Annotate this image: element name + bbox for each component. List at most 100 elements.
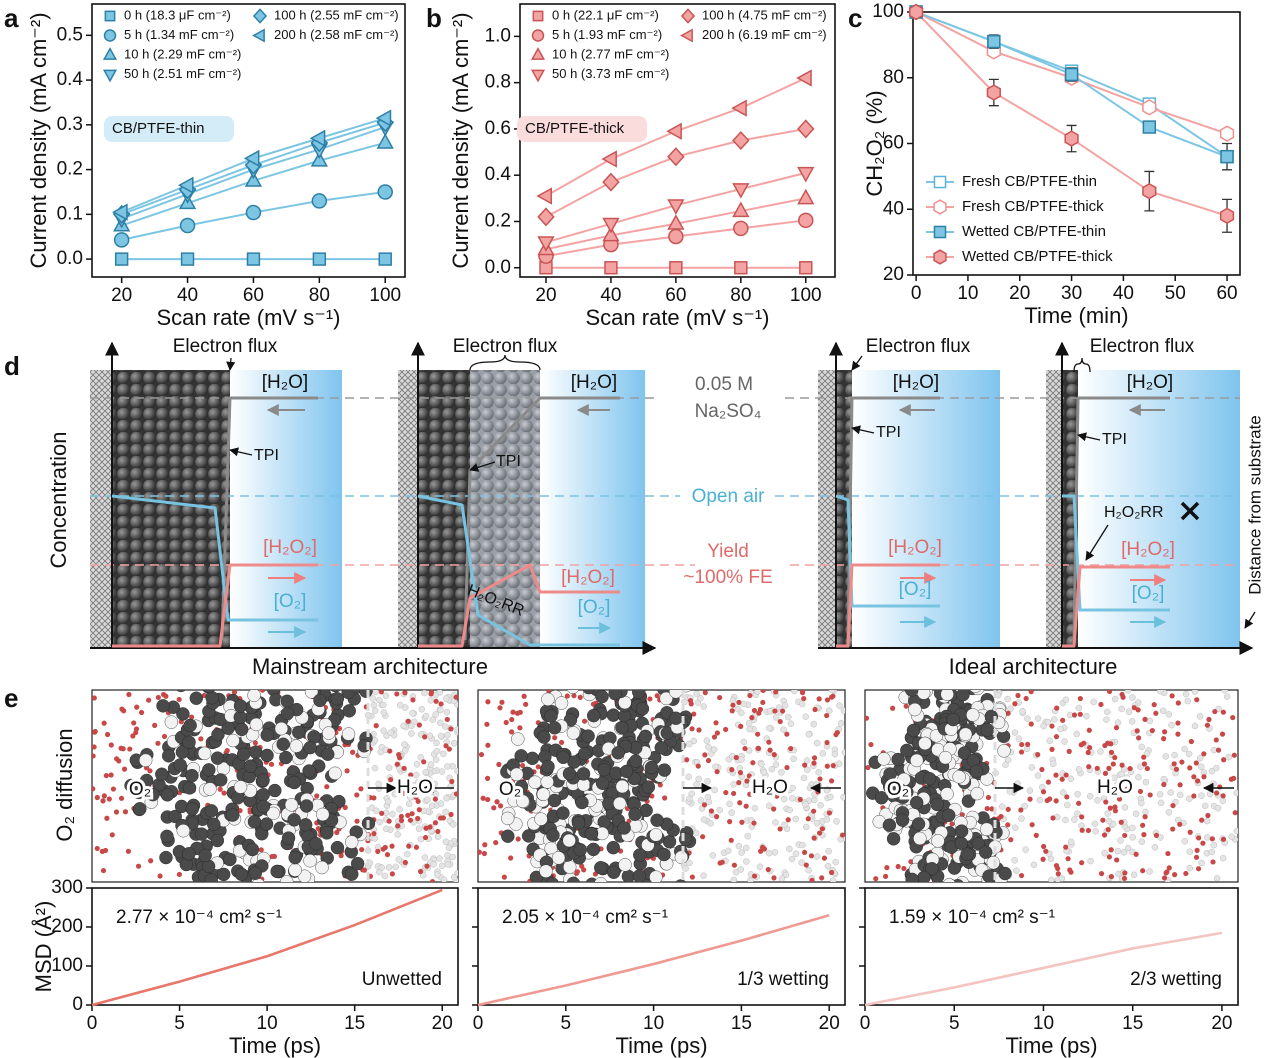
oxygen	[1161, 875, 1168, 881]
water-h	[700, 872, 707, 879]
marker	[797, 166, 815, 183]
oxygen	[314, 793, 320, 799]
water-h	[1138, 743, 1146, 751]
carbon	[900, 785, 914, 799]
water-h	[371, 707, 379, 715]
carbon	[891, 752, 905, 767]
caption: Ideal architecture	[949, 654, 1118, 679]
oxygen	[647, 696, 653, 702]
water-h	[833, 818, 840, 825]
y-tick-label: 40	[883, 198, 904, 219]
carbon	[960, 847, 974, 861]
x-tick-label: 20	[111, 285, 132, 306]
x-tick-label: 0	[473, 1013, 484, 1034]
oxygen	[773, 690, 779, 695]
water-h	[444, 763, 451, 770]
axis-title: Distance from substrate	[1245, 415, 1264, 595]
carbon	[594, 666, 607, 679]
annotation: 2.77 × 10⁻⁴ cm² s⁻¹	[116, 907, 282, 928]
marker	[933, 225, 947, 239]
oxygen	[830, 762, 836, 769]
water-h	[1015, 735, 1023, 742]
water-h	[1214, 804, 1222, 812]
carbon	[566, 726, 581, 740]
label: TPI	[876, 424, 901, 441]
carbon	[617, 821, 631, 835]
carbon	[266, 806, 280, 821]
oxygen	[118, 795, 125, 801]
oxygen	[110, 786, 117, 792]
water-h	[765, 802, 773, 810]
water-h	[781, 702, 789, 709]
legend-label: 200 h (2.58 mF cm⁻²)	[274, 27, 399, 42]
water-h	[1198, 859, 1205, 867]
oxygen	[731, 790, 737, 797]
oxygen	[510, 709, 516, 715]
oxygen	[407, 817, 414, 823]
carbon	[657, 672, 670, 685]
carbon	[534, 812, 548, 826]
oxygen	[799, 690, 806, 696]
oxygen	[711, 734, 718, 740]
pointer	[851, 425, 875, 435]
marker	[537, 236, 555, 252]
water-h	[442, 838, 450, 846]
water-h	[1208, 848, 1216, 856]
water-h	[1157, 799, 1165, 807]
oxygen	[109, 832, 115, 838]
substrate	[90, 370, 112, 648]
carbon	[203, 690, 215, 694]
oxygen	[485, 796, 491, 803]
carbon	[168, 809, 182, 824]
water-h	[697, 695, 704, 702]
water-h	[1011, 857, 1018, 864]
carbon	[586, 842, 601, 857]
carbon	[566, 690, 580, 694]
oxygen	[817, 776, 823, 782]
oxygen	[1121, 875, 1128, 882]
carbon	[594, 860, 608, 875]
oxygen	[252, 740, 258, 746]
carbon	[657, 763, 672, 777]
oxygen	[134, 704, 140, 710]
y-axis-title: Current density (mA cm⁻²)	[448, 12, 473, 268]
carbon	[611, 746, 625, 760]
water-h	[1185, 750, 1193, 758]
oxygen	[371, 795, 377, 801]
marker	[375, 109, 392, 127]
label: [H₂O₂]	[1121, 539, 1175, 560]
water-h	[409, 710, 416, 717]
water-h	[705, 798, 713, 806]
water-h	[1114, 719, 1122, 726]
water-h	[1024, 715, 1031, 722]
oxygen	[1085, 749, 1091, 756]
water-h	[1129, 824, 1136, 832]
oxygen	[723, 789, 729, 796]
marker	[987, 34, 1001, 49]
species-label: O₂	[499, 779, 521, 800]
oxygen	[821, 855, 828, 861]
oxygen	[1228, 776, 1234, 782]
water-h	[1151, 844, 1159, 851]
oxygen	[382, 844, 388, 851]
water-h	[738, 709, 745, 717]
water-h	[450, 873, 458, 881]
oxygen	[829, 778, 835, 784]
oxygen	[413, 794, 419, 800]
oxygen	[523, 701, 529, 707]
carbon	[644, 760, 659, 775]
oxygen	[1071, 712, 1078, 718]
water-h	[1128, 718, 1136, 725]
oxygen	[785, 817, 791, 823]
marker	[666, 122, 682, 140]
marker	[531, 29, 545, 42]
oxygen	[1120, 694, 1126, 700]
carbon	[541, 759, 555, 774]
label: Electron flux	[173, 336, 278, 357]
water-h	[1044, 718, 1052, 726]
water-h	[756, 863, 764, 871]
marker	[796, 69, 812, 87]
carbon	[327, 884, 340, 897]
label: TPI	[254, 447, 279, 464]
x-axis-title: Time (ps)	[1005, 1033, 1097, 1058]
